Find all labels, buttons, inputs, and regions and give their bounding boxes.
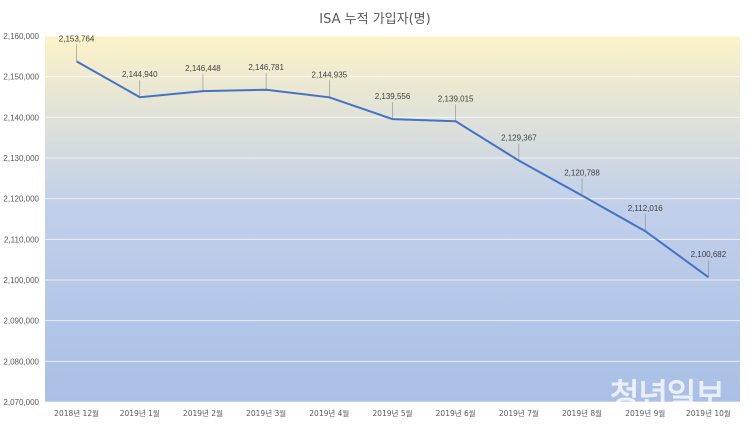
y-axis: 2,070,000 2,080,000 2,090,000 2,100,000 2,11…: [3, 32, 39, 407]
y-tick-label: 2,130,000: [3, 154, 39, 163]
gridlines: [45, 35, 740, 403]
label-leaders: [76, 44, 709, 278]
x-tick-label: 2019년 2월: [183, 408, 223, 418]
x-tick-label: 2019년 1월: [120, 408, 160, 418]
y-tick-label: 2,140,000: [3, 113, 39, 122]
series-line: [76, 60, 709, 279]
data-label: 2,139,556: [375, 92, 411, 101]
x-axis: 2018년 12월 2019년 1월 2019년 2월 2019년 3월 2019년 4…: [54, 408, 731, 418]
data-label: 2,144,935: [312, 70, 348, 79]
data-label: 2,100,682: [691, 250, 727, 259]
x-tick-label: 2018년 12월: [54, 408, 99, 418]
y-tick-label: 2,070,000: [3, 398, 39, 407]
y-tick-label: 2,100,000: [3, 276, 39, 285]
x-tick-label: 2019년 7월: [499, 408, 539, 418]
data-label: 2,146,781: [248, 63, 284, 72]
y-tick-label: 2,110,000: [4, 235, 40, 244]
y-tick-label: 2,150,000: [3, 73, 39, 82]
plot-area: [45, 36, 740, 402]
y-tick-label: 2,080,000: [3, 357, 39, 366]
data-label: 2,112,016: [628, 204, 664, 213]
y-tick-label: 2,120,000: [3, 195, 39, 204]
x-tick-label: 2019년 6월: [436, 408, 476, 418]
x-tick-label: 2019년 4월: [309, 408, 349, 418]
data-label: 2,144,940: [122, 70, 158, 79]
data-label: 2,139,015: [438, 94, 474, 103]
watermark-logo: 청년일보: [610, 376, 725, 414]
data-label: 2,146,448: [185, 64, 221, 73]
y-tick-label: 2,090,000: [3, 317, 39, 326]
x-tick-label: 2019년 9월: [625, 408, 665, 418]
x-tick-label: 2019년 5월: [372, 408, 412, 418]
chart-title: ISA 누적 가입자(명): [319, 12, 431, 27]
x-tick-label: 2019년 8월: [562, 408, 602, 418]
data-label: 2,129,367: [501, 134, 537, 143]
data-label: 2,120,788: [564, 168, 600, 177]
x-tick-label: 2019년 10월: [686, 408, 731, 418]
data-label: 2,153,764: [59, 34, 95, 43]
y-tick-label: 2,160,000: [3, 32, 39, 41]
data-labels: 2,153,764 2,144,940 2,146,448 2,146,781 2,14…: [59, 34, 727, 259]
x-tick-label: 2019년 3월: [246, 408, 286, 418]
